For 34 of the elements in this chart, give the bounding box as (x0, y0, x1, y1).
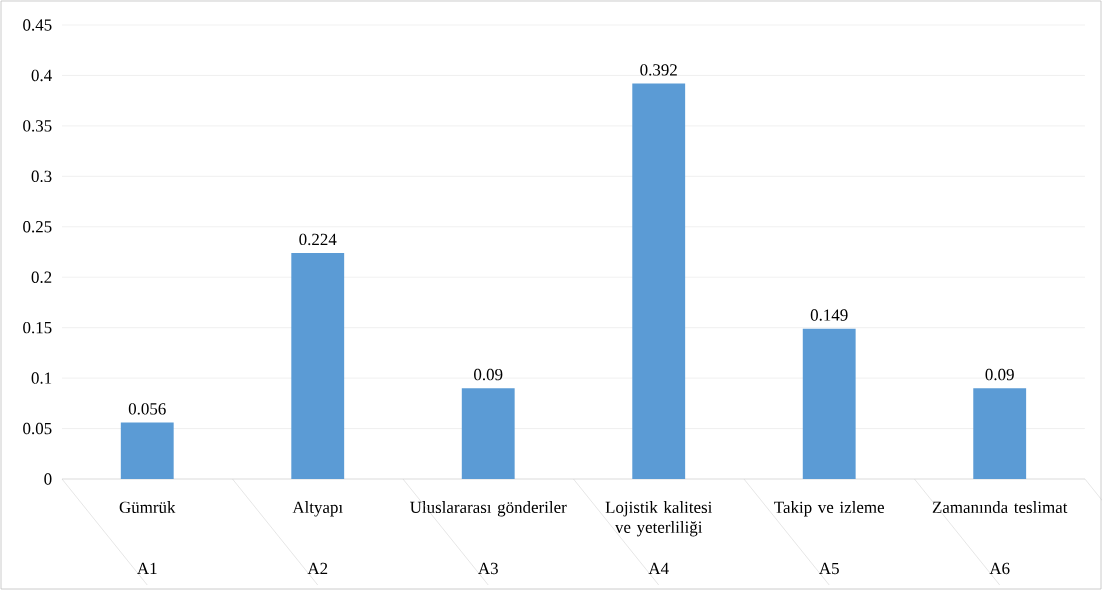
x-tick-label: Altyapı (292, 501, 343, 517)
data-label: 0.149 (810, 309, 848, 321)
x-tick-label: Zamanında teslimat (932, 501, 1068, 514)
y-tick-label: 0.05 (23, 422, 52, 435)
text: A1 (137, 562, 157, 574)
x-tick-label: Gümrük (119, 501, 176, 514)
text: A6 (989, 562, 1010, 575)
y-tick-label: 0.2 (31, 271, 52, 283)
y-tick-label: 0.25 (23, 221, 52, 233)
data-label: 0.09 (474, 368, 503, 381)
bar (973, 388, 1027, 479)
x-tick-label: Uluslararası gönderiler (410, 501, 567, 517)
bar (291, 253, 345, 479)
bar (802, 328, 856, 479)
data-label: 0.392 (640, 64, 677, 76)
data-label: 0.056 (128, 403, 166, 415)
y-tick-label: 0.4 (31, 69, 52, 82)
y-tick-label: 0.15 (23, 321, 52, 334)
y-tick-label: 0 (44, 473, 52, 485)
y-tick-label: 0.45 (23, 19, 52, 31)
bar (461, 388, 515, 479)
text: A5 (819, 562, 839, 575)
data-label: 0.09 (985, 368, 1014, 381)
bar (120, 422, 174, 479)
x-tick-label: Takip ve izleme (774, 501, 884, 517)
data-label: 0.224 (299, 233, 337, 246)
bar (632, 83, 686, 479)
x-tick-label: Lojistik kalitesi ve yeterliliği (605, 501, 713, 537)
text: A2 (307, 562, 328, 574)
y-tick-label: 0.35 (23, 120, 52, 132)
y-tick-label: 0.1 (31, 372, 52, 384)
text: A3 (478, 562, 498, 575)
y-tick-label: 0.3 (31, 170, 52, 183)
text: A4 (648, 562, 669, 574)
